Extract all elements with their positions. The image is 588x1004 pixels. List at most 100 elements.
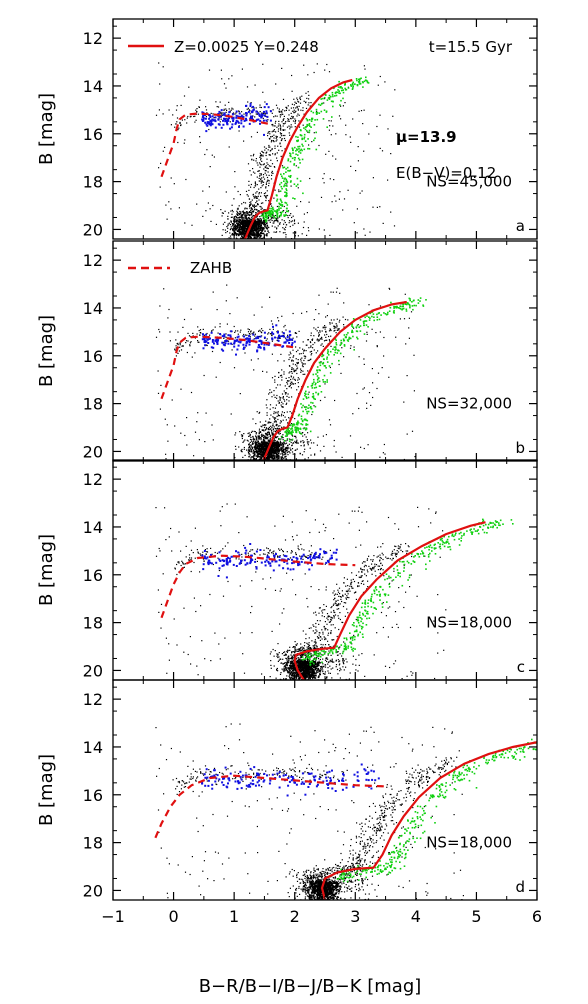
field-star (302, 363, 304, 365)
field-star (292, 435, 294, 437)
field-star (254, 185, 257, 187)
field-star (253, 186, 255, 189)
field-star (277, 441, 279, 443)
field-star (343, 302, 345, 304)
field-star (408, 337, 410, 339)
rgb-star (286, 204, 289, 206)
field-star (227, 224, 229, 227)
field-star (334, 195, 336, 197)
hb-star (226, 123, 229, 126)
field-star (240, 227, 242, 230)
hb-star (219, 333, 222, 335)
field-star (275, 231, 277, 233)
field-star (222, 229, 224, 231)
rgb-star (317, 381, 319, 383)
field-star (241, 261, 243, 263)
rgb-star (334, 338, 337, 340)
field-star (246, 262, 247, 263)
field-star (248, 226, 250, 228)
field-star (366, 331, 368, 333)
field-star (248, 333, 250, 335)
field-star (269, 441, 271, 443)
field-star (291, 434, 293, 436)
rgb-star (326, 361, 329, 363)
field-star (261, 180, 263, 182)
field-star (289, 447, 291, 449)
field-star (261, 221, 263, 223)
field-star (253, 233, 255, 236)
zahb-curve-a (160, 112, 271, 178)
field-star (310, 334, 312, 337)
rgb-star (302, 404, 304, 407)
field-star (280, 443, 282, 445)
field-star (265, 475, 267, 477)
field-star (257, 465, 259, 467)
field-star (321, 338, 323, 340)
field-star (293, 442, 295, 444)
rgb-star (301, 137, 303, 140)
hb-star (202, 114, 205, 117)
hb-star (222, 123, 225, 126)
field-star (272, 448, 275, 450)
field-star (239, 231, 241, 234)
field-star (269, 473, 271, 475)
field-star (283, 373, 285, 375)
field-star (266, 162, 268, 164)
field-star (227, 247, 228, 248)
field-star (238, 224, 241, 226)
rgb-star (333, 354, 335, 356)
field-star (297, 379, 299, 381)
field-star (251, 430, 253, 432)
rgb-star (331, 91, 334, 94)
field-star (260, 462, 262, 464)
field-star (237, 207, 239, 209)
field-star (270, 475, 272, 477)
field-star (242, 221, 244, 224)
rgb-star (280, 204, 282, 206)
field-star (255, 435, 257, 437)
rgb-star (344, 87, 346, 90)
field-star (197, 341, 199, 343)
field-star (195, 119, 197, 121)
hb-star (263, 346, 266, 349)
field-star (258, 210, 260, 212)
rgb-star (390, 301, 392, 304)
field-star (258, 450, 260, 452)
field-star (323, 229, 325, 231)
field-star (163, 288, 165, 290)
field-star (300, 201, 302, 203)
field-star (335, 327, 337, 329)
field-star (202, 215, 204, 217)
field-star (302, 124, 304, 126)
field-star (298, 126, 301, 128)
field-star (257, 210, 259, 212)
rgb-star (317, 392, 320, 395)
field-star (232, 229, 234, 231)
field-star (254, 84, 256, 86)
field-star (264, 429, 267, 431)
field-star (278, 463, 280, 465)
field-star (235, 216, 237, 218)
field-star (357, 324, 359, 326)
field-star (293, 109, 295, 111)
field-star (239, 248, 241, 250)
rgb-star (285, 210, 288, 212)
rgb-star (321, 355, 323, 358)
field-star (277, 130, 279, 132)
hb-star (228, 111, 231, 114)
field-star (279, 465, 281, 467)
field-star (261, 453, 263, 455)
rgb-star (369, 317, 371, 319)
rgb-star (393, 307, 395, 309)
field-star (210, 112, 212, 114)
field-star (250, 331, 252, 333)
rgb-star (298, 151, 300, 153)
field-star (242, 242, 244, 244)
field-star (178, 350, 180, 352)
field-star (277, 384, 279, 386)
field-star (278, 457, 280, 459)
hb-star (224, 340, 227, 342)
field-star (274, 396, 276, 398)
field-star (242, 228, 244, 230)
field-star (266, 432, 268, 434)
